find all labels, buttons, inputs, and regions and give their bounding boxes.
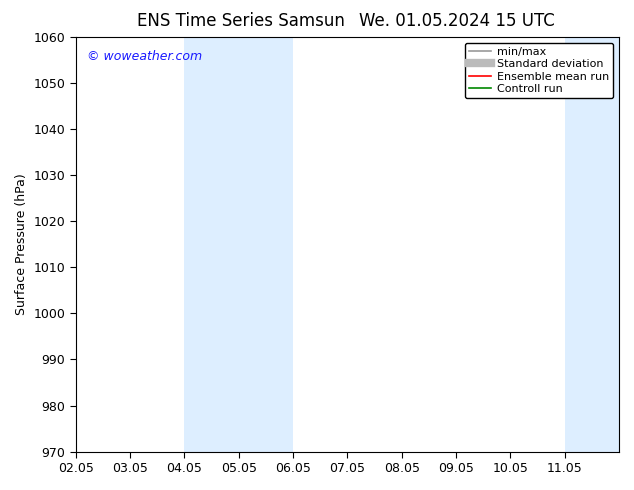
Bar (239, 37, 293, 452)
Text: © woweather.com: © woweather.com (87, 49, 202, 63)
Legend: min/max, Standard deviation, Ensemble mean run, Controll run: min/max, Standard deviation, Ensemble me… (465, 43, 614, 98)
Bar (565, 37, 619, 452)
Bar (184, 37, 239, 452)
Text: ENS Time Series Samsun: ENS Time Series Samsun (137, 12, 345, 30)
Text: We. 01.05.2024 15 UTC: We. 01.05.2024 15 UTC (359, 12, 554, 30)
Y-axis label: Surface Pressure (hPa): Surface Pressure (hPa) (15, 173, 28, 315)
